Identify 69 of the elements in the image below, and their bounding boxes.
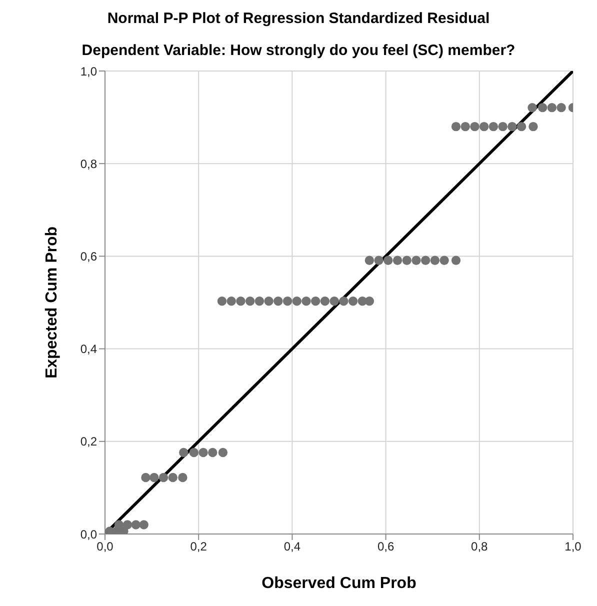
x-tick-label: 0,0	[96, 540, 114, 554]
point	[384, 256, 393, 265]
point	[451, 256, 461, 265]
point	[158, 472, 168, 482]
y-tick-label: 0,2	[80, 434, 98, 449]
point	[131, 520, 140, 530]
point	[479, 122, 489, 132]
point	[141, 472, 150, 482]
point	[412, 256, 421, 265]
x-tick-label: 0,8	[471, 540, 488, 554]
point	[292, 296, 302, 306]
x-tick-label: 1,0	[564, 540, 582, 554]
point	[150, 472, 159, 482]
point	[330, 296, 339, 306]
x-axis-title: Observed Cum Prob	[262, 575, 417, 592]
chart-title: Normal P-P Plot of Regression Standardized Residual	[106, 10, 491, 27]
point	[218, 448, 228, 458]
point	[122, 520, 132, 530]
point	[392, 256, 402, 265]
point	[451, 122, 461, 132]
point	[198, 448, 208, 458]
x-tick-label: 0,2	[190, 540, 208, 554]
point	[302, 296, 311, 306]
point	[179, 448, 188, 458]
point	[311, 296, 320, 306]
point	[364, 296, 374, 306]
x-tick-label: 0,6	[377, 540, 394, 554]
point	[208, 448, 218, 458]
y-tick-label: 0,0	[80, 527, 98, 542]
point	[516, 122, 526, 132]
point	[402, 256, 412, 265]
point	[339, 296, 348, 306]
point	[374, 256, 384, 265]
point	[189, 448, 199, 458]
point	[538, 102, 548, 112]
point	[320, 296, 330, 306]
point	[430, 256, 440, 265]
point	[274, 296, 283, 306]
chart-subtitle: Dependent Variable: How strongly do you feel (SC) member?	[80, 42, 516, 59]
y-tick-label: 0,6	[80, 249, 98, 264]
point	[460, 122, 470, 132]
point	[488, 122, 498, 132]
point	[440, 256, 449, 265]
point	[470, 122, 480, 132]
y-axis-title: Expected Cum Prob	[44, 226, 61, 379]
point	[364, 256, 374, 265]
point	[236, 296, 246, 306]
y-tick-label: 0,8	[80, 156, 98, 171]
point	[114, 520, 124, 530]
point	[508, 122, 517, 132]
point	[217, 296, 227, 306]
x-tick-label: 0,4	[284, 540, 301, 554]
y-tick-label: 1,0	[80, 64, 98, 78]
point	[245, 296, 255, 306]
point	[264, 296, 274, 306]
point	[226, 296, 236, 306]
point	[528, 102, 537, 112]
point	[528, 122, 538, 132]
point	[547, 102, 557, 112]
point	[348, 296, 358, 306]
point	[178, 472, 188, 482]
point	[556, 102, 566, 112]
point	[168, 472, 178, 482]
point	[282, 296, 292, 306]
y-tick-label: 0,4	[80, 342, 98, 356]
point	[254, 296, 264, 306]
point	[498, 122, 508, 132]
point	[420, 256, 430, 265]
point	[139, 520, 148, 530]
